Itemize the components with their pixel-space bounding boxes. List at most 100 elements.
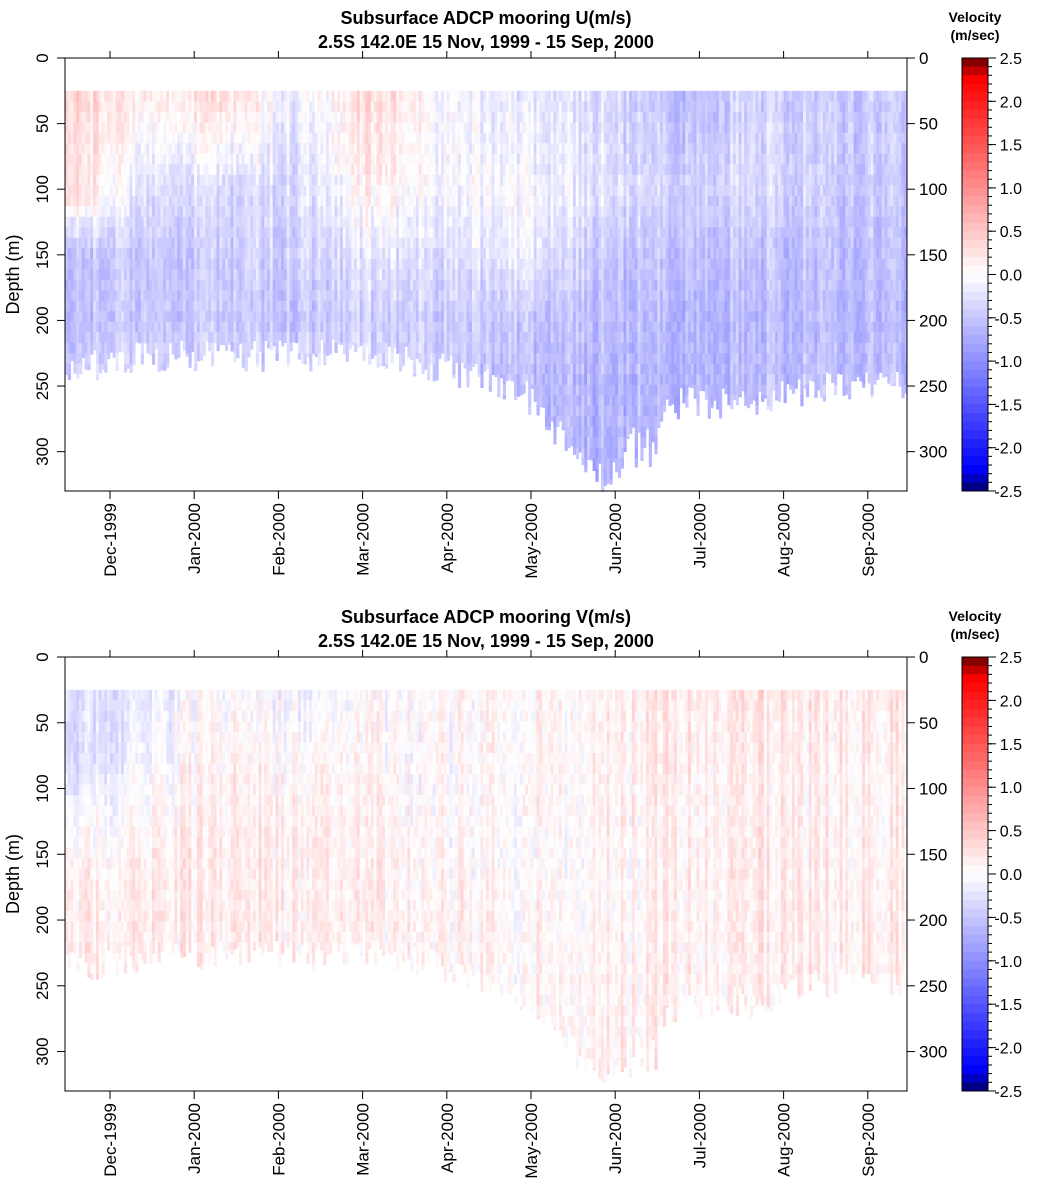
heatmap-cell (542, 217, 545, 228)
heatmap-cell (430, 238, 433, 249)
heatmap-cell (326, 238, 329, 249)
heatmap-cell (93, 122, 96, 133)
heatmap-cell (194, 269, 197, 280)
heatmap-cell (259, 164, 262, 175)
heatmap-cell (461, 322, 464, 333)
heatmap-cell (393, 238, 396, 249)
heatmap-cell (464, 91, 467, 102)
heatmap-cell (222, 301, 225, 312)
heatmap-cell (205, 91, 208, 102)
heatmap-cell (256, 196, 259, 207)
heatmap-cell (180, 332, 183, 341)
heatmap-cell (239, 311, 242, 322)
heatmap-cell (68, 122, 71, 133)
heatmap-cell (500, 196, 503, 207)
heatmap-cell (144, 269, 147, 280)
heatmap-cell (573, 437, 576, 448)
heatmap-cell (273, 122, 276, 133)
heatmap-cell (480, 91, 483, 102)
heatmap-cell (514, 301, 517, 312)
heatmap-cell (225, 112, 228, 123)
heatmap-cell (318, 227, 321, 238)
heatmap-cell (228, 290, 231, 301)
heatmap-cell (318, 259, 321, 270)
heatmap-cell (71, 122, 74, 133)
heatmap-cell (410, 122, 413, 133)
heatmap-cell (82, 280, 85, 291)
heatmap-cell (421, 290, 424, 301)
heatmap-cell (104, 353, 107, 364)
heatmap-cell (127, 112, 130, 123)
heatmap-cell (135, 154, 138, 165)
heatmap-cell (475, 133, 478, 144)
heatmap-cell (539, 269, 542, 280)
heatmap-cell (466, 101, 469, 112)
heatmap-cell (551, 154, 554, 165)
heatmap-cell (551, 301, 554, 312)
heatmap-cell (469, 311, 472, 322)
heatmap-cell (250, 290, 253, 301)
heatmap-cell (323, 269, 326, 280)
heatmap-cell (96, 154, 99, 165)
heatmap-cell (450, 101, 453, 112)
heatmap-cell (455, 217, 458, 228)
heatmap-cell (458, 322, 461, 333)
heatmap-cell (107, 322, 110, 333)
heatmap-cell (118, 185, 121, 196)
heatmap-cell (273, 206, 276, 217)
heatmap-cell (158, 353, 161, 364)
heatmap-cell (174, 301, 177, 312)
heatmap-cell (553, 385, 556, 396)
heatmap-cell (537, 259, 540, 270)
heatmap-cell (247, 353, 250, 357)
heatmap-cell (239, 143, 242, 154)
heatmap-cell (494, 311, 497, 322)
heatmap-cell (570, 269, 573, 280)
heatmap-cell (525, 133, 528, 144)
heatmap-cell (368, 91, 371, 102)
heatmap-cell (340, 269, 343, 280)
heatmap-cell (480, 112, 483, 123)
heatmap-cell (205, 133, 208, 144)
heatmap-cell (208, 143, 211, 154)
heatmap-cell (461, 290, 464, 301)
heatmap-cell (309, 112, 312, 123)
heatmap-cell (323, 280, 326, 291)
heatmap-cell (348, 175, 351, 186)
heatmap-cell (500, 238, 503, 249)
heatmap-cell (250, 133, 253, 144)
heatmap-cell (430, 364, 433, 365)
heatmap-cell (559, 406, 562, 417)
heatmap-cell (539, 175, 542, 186)
heatmap-cell (276, 301, 279, 312)
heatmap-cell (188, 353, 191, 364)
heatmap-cell (503, 217, 506, 228)
heatmap-cell (430, 311, 433, 322)
heatmap-cell (368, 353, 371, 364)
heatmap-cell (565, 280, 568, 291)
heatmap-cell (452, 332, 455, 343)
heatmap-cell (320, 290, 323, 301)
heatmap-cell (525, 175, 528, 186)
heatmap-cell (290, 122, 293, 133)
heatmap-cell (197, 332, 200, 343)
heatmap-cell (211, 280, 214, 291)
heatmap-cell (458, 112, 461, 123)
heatmap-cell (562, 290, 565, 301)
heatmap-cell (245, 206, 248, 217)
heatmap-cell (155, 101, 158, 112)
heatmap-cell (188, 322, 191, 333)
heatmap-cell (357, 248, 360, 259)
heatmap-cell (163, 353, 166, 364)
heatmap-cell (306, 133, 309, 144)
heatmap-cell (318, 269, 321, 280)
heatmap-cell (219, 206, 222, 217)
heatmap-cell (76, 311, 79, 322)
heatmap-cell (90, 259, 93, 270)
heatmap-cell (110, 185, 113, 196)
heatmap-cell (217, 227, 220, 238)
heatmap-cell (130, 311, 133, 322)
heatmap-cell (382, 101, 385, 112)
heatmap-cell (256, 101, 259, 112)
